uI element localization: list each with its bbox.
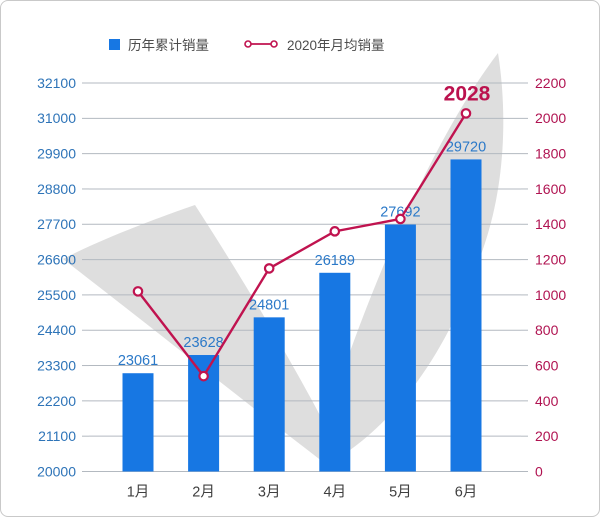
right-axis-tick-label: 0 — [535, 463, 543, 479]
line-point-marker — [395, 213, 406, 225]
x-axis-label: 4月 — [324, 485, 347, 501]
left-axis-tick-label: 21100 — [38, 428, 76, 444]
bar-value-label: 23628 — [183, 335, 223, 351]
bar — [450, 159, 482, 472]
left-axis: 20000 21100 22200 23300 24400 25500 26600 27700… — [37, 75, 89, 479]
left-axis-tick-label: 24400 — [37, 322, 76, 338]
left-axis-tick-label: 25500 — [37, 287, 76, 303]
left-axis-tick-label: 23300 — [37, 357, 76, 373]
line-point-marker — [263, 263, 275, 274]
trend-line — [137, 112, 468, 379]
right-axis-tick-label: 2200 — [535, 75, 566, 91]
bar-series: 23061 23628 24801 26189 27692 29720 — [118, 139, 486, 472]
bar-value-label: 26189 — [315, 253, 355, 269]
left-axis-tick-label: 20000 — [37, 463, 76, 479]
right-axis-tick-label: 1200 — [535, 251, 566, 267]
x-axis-label: 2月 — [192, 485, 215, 501]
legend-bar-label: 历年累计销量 — [128, 38, 209, 53]
line-point-marker — [460, 108, 472, 119]
right-axis-tick-label: 1600 — [535, 181, 566, 197]
bar — [122, 373, 154, 472]
line-series: 2028 — [132, 82, 491, 382]
left-axis-tick-label: 28800 — [37, 181, 76, 197]
bar-value-label: 29720 — [446, 139, 486, 155]
right-axis-tick-label: 400 — [535, 393, 559, 409]
bar-value-label: 27692 — [380, 205, 420, 221]
x-axis-label: 1月 — [127, 485, 150, 501]
line-point-marker — [132, 286, 144, 297]
right-axis-tick-label: 800 — [535, 322, 559, 338]
left-axis-tick-label: 29900 — [37, 146, 76, 162]
right-axis-tick-label: 1400 — [535, 216, 566, 232]
bar-series-swatch-icon — [109, 38, 120, 50]
left-axis-tick-label: 31000 — [37, 110, 76, 126]
legend-item-line-series: 2020年月均销量 — [243, 34, 385, 54]
line-value-label: 2028 — [444, 82, 491, 105]
legend-line-label: 2020年月均销量 — [287, 38, 385, 53]
bar — [253, 317, 285, 472]
left-axis-tick-label: 32100 — [37, 75, 76, 91]
chart-legend: 历年累计销量 2020年月均销量 — [109, 34, 385, 54]
right-axis-tick-label: 2000 — [535, 110, 566, 126]
x-axis-label: 3月 — [258, 485, 281, 501]
left-axis-tick-label: 22200 — [37, 393, 76, 409]
gridlines — [89, 82, 521, 472]
x-axis: 1月 2月 3月 4月 5月 6月 — [127, 485, 478, 501]
bar-value-label: 24801 — [249, 297, 289, 313]
left-axis-tick-label: 27700 — [37, 216, 76, 232]
right-axis-tick-label: 1000 — [535, 287, 566, 303]
right-axis-tick-label: 1800 — [535, 146, 566, 162]
bar — [319, 272, 351, 472]
right-axis-tick-label: 200 — [535, 428, 559, 444]
legend-line-marker-icon — [243, 38, 279, 50]
bar — [384, 224, 416, 472]
right-axis: 0 200 400 600 800 1000 1200 1400 1600 1800 2000 220… — [521, 75, 566, 479]
left-axis-tick-label: 26600 — [37, 251, 76, 267]
line-point-marker — [198, 370, 209, 382]
bar-value-label: 23061 — [118, 353, 158, 369]
right-axis-tick-label: 600 — [535, 357, 559, 373]
x-axis-label: 5月 — [389, 485, 412, 501]
line-point-marker — [329, 226, 341, 237]
legend-item-bar-series: 历年累计销量 — [109, 34, 209, 54]
x-axis-label: 6月 — [455, 485, 478, 501]
